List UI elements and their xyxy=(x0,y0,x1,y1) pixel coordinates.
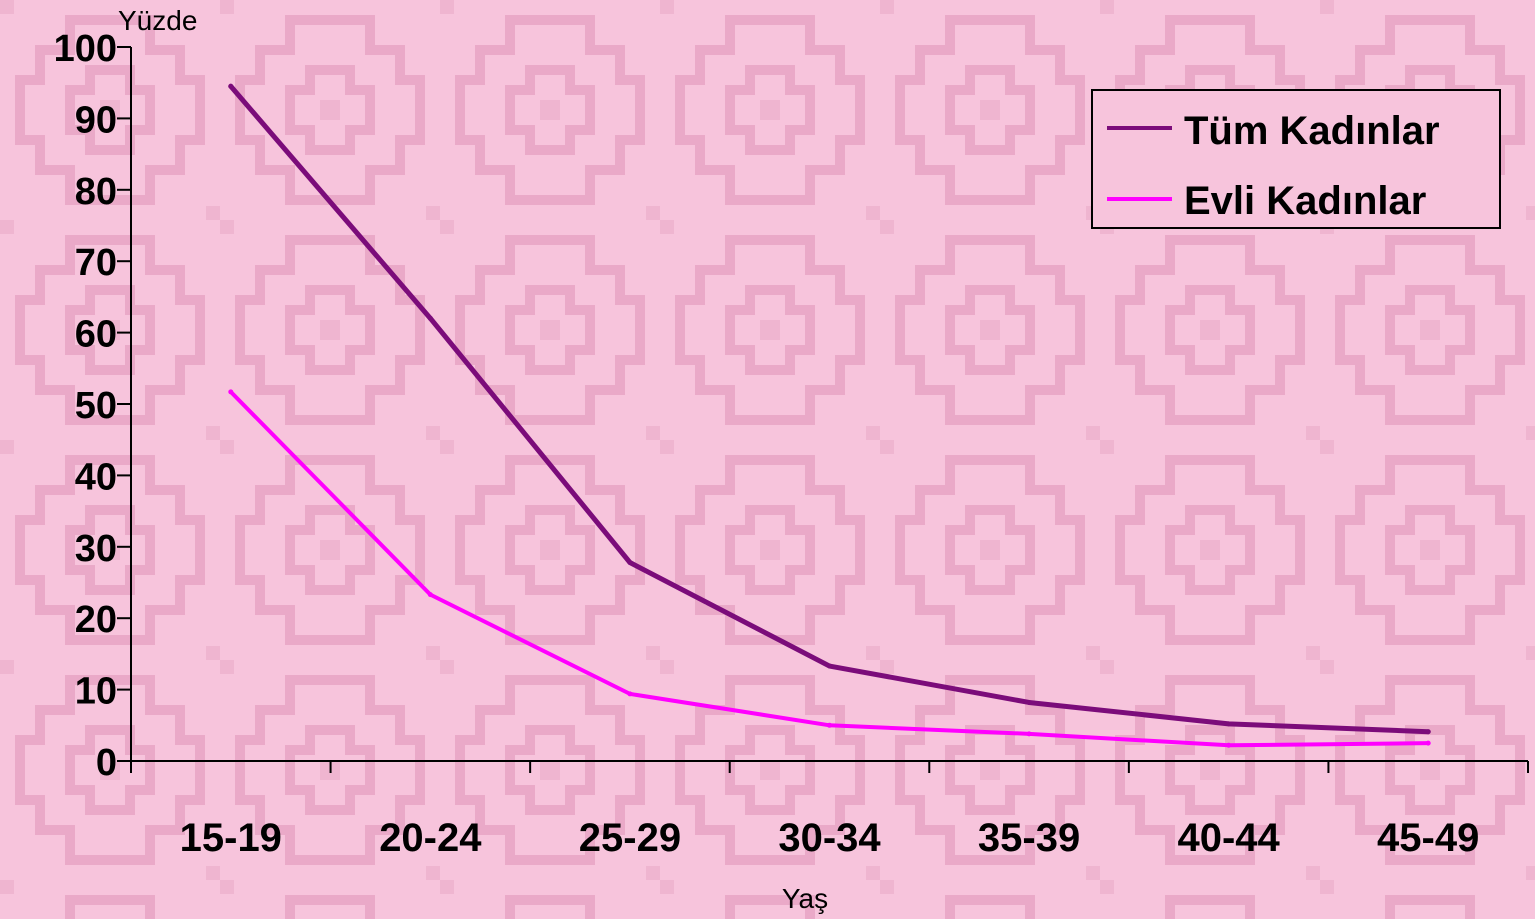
data-point xyxy=(827,722,832,728)
data-point xyxy=(1425,729,1431,735)
y-tick-label: 10 xyxy=(75,671,117,713)
data-point xyxy=(427,315,433,321)
x-axis-title: Yaş xyxy=(782,883,828,914)
x-tick-label: 45-49 xyxy=(1377,816,1479,860)
y-axis-title: Yüzde xyxy=(118,5,197,36)
x-axis-ticks: 15-19 20-24 25-29 30-34 35-39 40-44 45-49 xyxy=(130,761,1529,860)
data-point xyxy=(1425,740,1431,746)
y-tick-label: 30 xyxy=(75,528,117,570)
data-point xyxy=(1026,731,1032,737)
data-point xyxy=(627,560,633,566)
x-tick-label: 35-39 xyxy=(978,816,1080,860)
x-tick-label: 30-34 xyxy=(778,816,881,860)
legend-label-evli-kadinlar: Evli Kadınlar xyxy=(1184,179,1426,223)
y-tick-label: 20 xyxy=(75,599,117,641)
data-point xyxy=(1026,699,1032,705)
y-tick-label: 40 xyxy=(75,456,117,498)
x-tick-label: 20-24 xyxy=(379,816,482,860)
y-tick-label: 50 xyxy=(75,385,117,427)
y-tick-label: 80 xyxy=(75,171,117,213)
series-layer xyxy=(228,83,1431,748)
y-tick-label: 90 xyxy=(75,99,117,141)
y-tick-label: 100 xyxy=(54,28,117,70)
y-tick-label: 70 xyxy=(75,242,117,284)
y-axis-ticks: 0 10 20 30 40 50 60 70 80 90 100 xyxy=(54,28,131,784)
x-tick-label: 25-29 xyxy=(579,816,681,860)
data-point xyxy=(827,663,832,669)
data-point xyxy=(1226,721,1232,727)
x-tick-label: 15-19 xyxy=(180,816,282,860)
legend: Tüm Kadınlar Evli Kadınlar xyxy=(1091,89,1501,229)
y-tick-label: 0 xyxy=(96,742,117,784)
data-point xyxy=(228,83,234,89)
y-tick-label: 60 xyxy=(75,314,117,356)
legend-label-tum-kadinlar: Tüm Kadınlar xyxy=(1184,109,1440,153)
data-point xyxy=(1226,742,1232,748)
data-point xyxy=(627,691,633,697)
data-point xyxy=(228,389,234,395)
legend-box xyxy=(1091,89,1501,229)
data-point xyxy=(427,592,433,598)
x-tick-label: 40-44 xyxy=(1177,816,1280,860)
